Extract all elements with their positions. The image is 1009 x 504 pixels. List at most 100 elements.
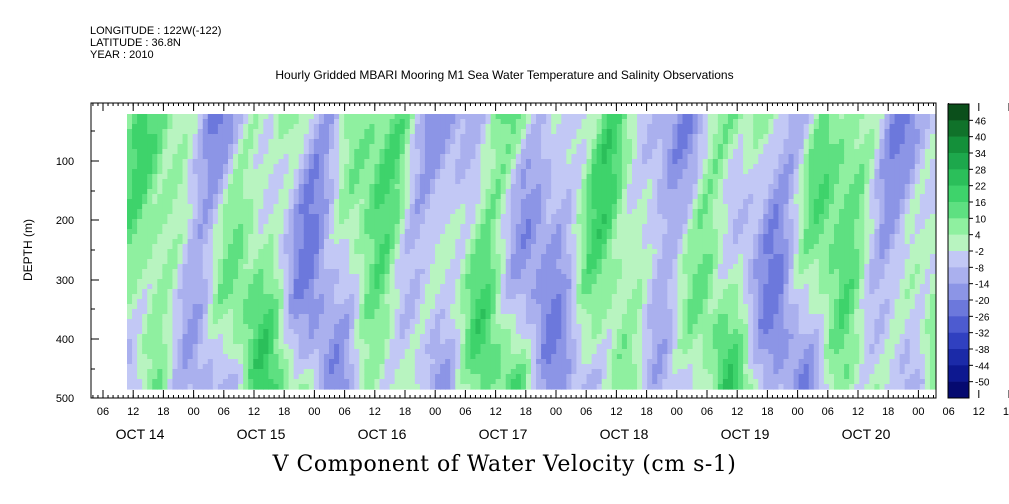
heatmap-cell: [435, 249, 441, 255]
heatmap-cell: [313, 299, 320, 305]
heatmap-cell: [505, 344, 512, 350]
heatmap-cell: [546, 224, 552, 230]
heatmap-cell: [379, 364, 386, 370]
heatmap-cell: [212, 364, 219, 370]
heatmap-cell: [536, 264, 542, 270]
heatmap-cell: [303, 274, 310, 280]
heatmap-cell: [374, 279, 381, 285]
heatmap-cell: [531, 239, 537, 245]
heatmap-cell: [455, 244, 461, 250]
heatmap-cell: [298, 144, 305, 150]
heatmap-cell: [308, 164, 315, 170]
heatmap-cell: [520, 374, 527, 380]
heatmap-cell: [531, 189, 537, 195]
heatmap-cell: [571, 229, 578, 235]
heatmap-cell: [354, 129, 360, 135]
heatmap-cell: [308, 349, 315, 355]
heatmap-cell: [450, 234, 456, 240]
heatmap-cell: [460, 209, 466, 215]
heatmap-cell: [308, 144, 315, 150]
heatmap-cell: [293, 149, 300, 155]
heatmap-cell: [475, 179, 482, 185]
heatmap-cell: [217, 284, 224, 290]
heatmap-cell: [495, 384, 502, 390]
heatmap-cell: [536, 299, 542, 305]
heatmap-cell: [551, 174, 557, 180]
heatmap-cell: [268, 149, 275, 155]
heatmap-cell: [323, 364, 330, 370]
heatmap-cell: [182, 304, 189, 310]
heatmap-cell: [273, 199, 280, 205]
heatmap-cell: [182, 369, 189, 375]
heatmap-cell: [455, 114, 461, 120]
heatmap-cell: [293, 274, 300, 280]
heatmap-cell: [167, 379, 174, 385]
heatmap-cell: [217, 369, 224, 375]
heatmap-cell: [323, 384, 330, 390]
heatmap-cell: [424, 309, 431, 315]
heatmap-cell: [182, 279, 189, 285]
heatmap-cell: [581, 224, 588, 230]
heatmap-cell: [248, 374, 254, 380]
heatmap-cell: [293, 319, 300, 325]
heatmap-cell: [288, 249, 295, 255]
heatmap-cell: [298, 334, 305, 340]
heatmap-cell: [369, 334, 376, 340]
heatmap-cell: [394, 199, 401, 205]
heatmap-cell: [435, 279, 441, 285]
heatmap-cell: [132, 179, 138, 185]
heatmap-cell: [253, 379, 259, 385]
heatmap-cell: [374, 184, 381, 190]
heatmap-cell: [505, 304, 512, 310]
heatmap-cell: [248, 359, 254, 365]
heatmap-cell: [419, 164, 426, 170]
heatmap-cell: [303, 314, 310, 320]
heatmap-cell: [217, 164, 224, 170]
heatmap-cell: [510, 214, 517, 220]
heatmap-cell: [374, 369, 381, 375]
heatmap-cell: [217, 209, 224, 215]
heatmap-cell: [500, 324, 507, 330]
heatmap-cell: [475, 334, 482, 340]
heatmap-cell: [228, 179, 234, 185]
heatmap-cell: [541, 214, 547, 220]
heatmap-cell: [334, 254, 340, 260]
heatmap-cell: [207, 124, 214, 130]
heatmap-cell: [571, 259, 578, 265]
heatmap-cell: [536, 289, 542, 295]
heatmap-cell: [369, 264, 376, 270]
heatmap-cell: [470, 114, 477, 120]
heatmap-cell: [293, 284, 300, 290]
heatmap-cell: [450, 274, 456, 280]
heatmap-cell: [571, 279, 578, 285]
heatmap-cell: [581, 244, 588, 250]
heatmap-cell: [485, 274, 492, 280]
heatmap-cell: [475, 279, 482, 285]
heatmap-cell: [445, 274, 451, 280]
heatmap-cell: [238, 369, 244, 375]
heatmap-cell: [233, 339, 239, 345]
heatmap-cell: [394, 234, 401, 240]
heatmap-cell: [525, 129, 532, 135]
heatmap-cell: [354, 169, 360, 175]
heatmap-cell: [182, 199, 189, 205]
heatmap-cell: [369, 379, 376, 385]
heatmap-cell: [167, 199, 174, 205]
heatmap-cell: [525, 374, 532, 380]
heatmap-cell: [157, 289, 163, 295]
heatmap-cell: [233, 124, 239, 130]
heatmap-cell: [137, 119, 143, 125]
heatmap-cell: [379, 169, 386, 175]
heatmap-cell: [364, 174, 370, 180]
heatmap-cell: [253, 234, 259, 240]
heatmap-cell: [313, 269, 320, 275]
heatmap-cell: [505, 249, 512, 255]
heatmap-cell: [541, 329, 547, 335]
heatmap-cell: [248, 304, 254, 310]
heatmap-cell: [541, 134, 547, 140]
heatmap-cell: [177, 119, 184, 125]
heatmap-cell: [571, 214, 578, 220]
heatmap-cell: [399, 189, 406, 195]
heatmap-cell: [273, 119, 280, 125]
heatmap-cell: [515, 139, 522, 145]
